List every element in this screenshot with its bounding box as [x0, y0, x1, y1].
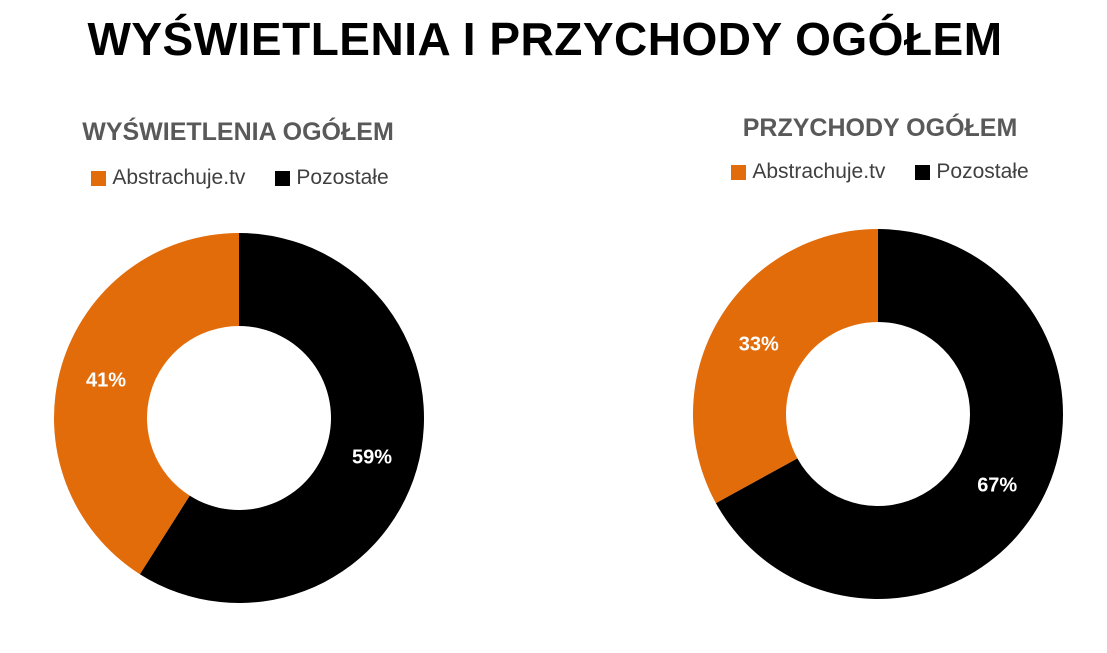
revenue-chart: PRZYCHODY OGÓŁEM Abstrachuje.tv Pozostał…	[560, 110, 1080, 630]
legend-label-abstrachuje: Abstrachuje.tv	[752, 160, 886, 183]
donut-slice-abstrachuje	[693, 229, 878, 504]
legend-swatch-pozostale	[915, 164, 931, 180]
legend-item-abstrachuje: Abstrachuje.tv	[91, 166, 245, 190]
donut-slice-abstrachuje	[54, 233, 239, 575]
data-label-abstrachuje: 33%	[739, 333, 779, 355]
data-label-abstrachuje: 41%	[86, 369, 126, 391]
data-label-pozostale: 59%	[352, 447, 392, 469]
donut-slice-pozostale	[139, 233, 425, 603]
legend-label-pozostale: Pozostałe	[936, 160, 1029, 183]
page-title: WYŚWIETLENIA I PRZYCHODY OGÓŁEM	[87, 13, 1003, 65]
revenue-legend: Abstrachuje.tv Pozostałe	[620, 160, 1107, 184]
legend-item-abstrachuje: Abstrachuje.tv	[731, 160, 885, 184]
donut-slice-pozostale	[715, 229, 1063, 599]
views-chart-title: WYŚWIETLENIA OGÓŁEM	[82, 118, 394, 146]
views-legend: Abstrachuje.tv Pozostałe	[0, 166, 500, 190]
revenue-chart-title: PRZYCHODY OGÓŁEM	[742, 114, 1018, 142]
legend-swatch-pozostale	[275, 170, 291, 186]
legend-label-pozostale: Pozostałe	[296, 166, 389, 189]
legend-item-pozostale: Pozostałe	[915, 160, 1029, 184]
legend-swatch-abstrachuje	[731, 164, 747, 180]
data-label-pozostale: 67%	[977, 475, 1017, 497]
views-chart: WYŚWIETLENIA OGÓŁEM Abstrachuje.tv Pozos…	[0, 110, 520, 630]
legend-item-pozostale: Pozostałe	[275, 166, 389, 190]
revenue-donut: 67% 33%	[693, 229, 1063, 599]
legend-label-abstrachuje: Abstrachuje.tv	[112, 166, 246, 189]
views-donut: 59% 41%	[54, 233, 425, 603]
legend-swatch-abstrachuje	[91, 170, 107, 186]
